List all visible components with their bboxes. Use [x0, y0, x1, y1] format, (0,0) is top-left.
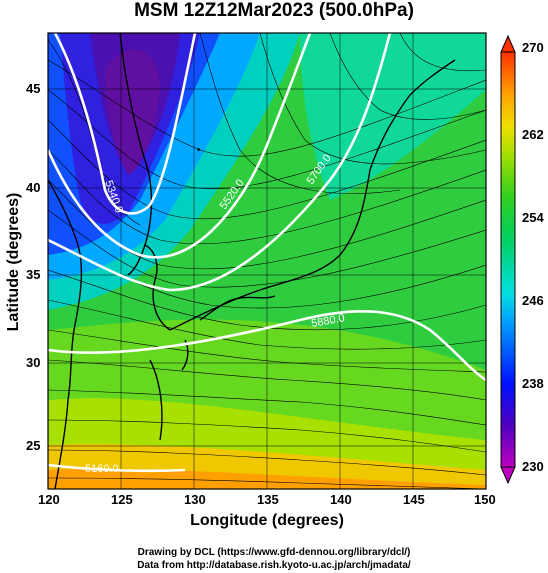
- colorbar-min-arrow: [500, 466, 516, 485]
- plot-frame: [47, 32, 487, 490]
- colorbar-tick-246: 246: [522, 293, 544, 308]
- y-tick-35: 35: [26, 267, 41, 282]
- x-tick-125: 125: [111, 492, 133, 507]
- colorbar-gradient: [500, 51, 516, 468]
- colorbar: [500, 34, 516, 485]
- x-axis-label: Longitude (degrees): [190, 512, 344, 529]
- x-tick-130: 130: [184, 492, 206, 507]
- data-credit: Data from http://database.rish.kyoto-u.a…: [137, 560, 411, 571]
- x-tick-135: 135: [257, 492, 279, 507]
- x-tick-120: 120: [38, 492, 60, 507]
- contour-label-5160: 5160.0: [85, 463, 119, 475]
- y-axis-label: Latitude (degrees): [5, 192, 22, 332]
- y-tick-25: 25: [26, 438, 41, 453]
- colorbar-tick-230: 230: [522, 459, 544, 474]
- contour-label-5880: 5880.0: [310, 312, 345, 330]
- x-tick-145: 145: [403, 492, 425, 507]
- colorbar-tick-254: 254: [522, 210, 544, 225]
- contour-5160: [48, 463, 186, 473]
- drawing-credit: Drawing by DCL (https://www.gfd-dennou.o…: [137, 547, 411, 558]
- colorbar-tick-262: 262: [522, 127, 544, 142]
- height-contours: [48, 33, 486, 473]
- colorbar-tick-238: 238: [522, 376, 544, 391]
- x-tick-140: 140: [330, 492, 352, 507]
- y-tick-40: 40: [26, 180, 41, 195]
- wind-streamlines: [48, 33, 486, 489]
- y-tick-45: 45: [26, 81, 41, 96]
- grid-lines: [48, 33, 486, 489]
- colorbar-tick-270: 270: [522, 40, 544, 55]
- contour-5700: [48, 33, 392, 292]
- contour-5340: [53, 33, 197, 215]
- x-tick-150: 150: [474, 492, 496, 507]
- y-tick-30: 30: [26, 355, 41, 370]
- chart-title: MSM 12Z12Mar2023 (500.0hPa): [134, 0, 414, 21]
- colorbar-max-arrow: [500, 34, 516, 53]
- contour-5880: [48, 310, 486, 382]
- contour-5520: [48, 33, 312, 259]
